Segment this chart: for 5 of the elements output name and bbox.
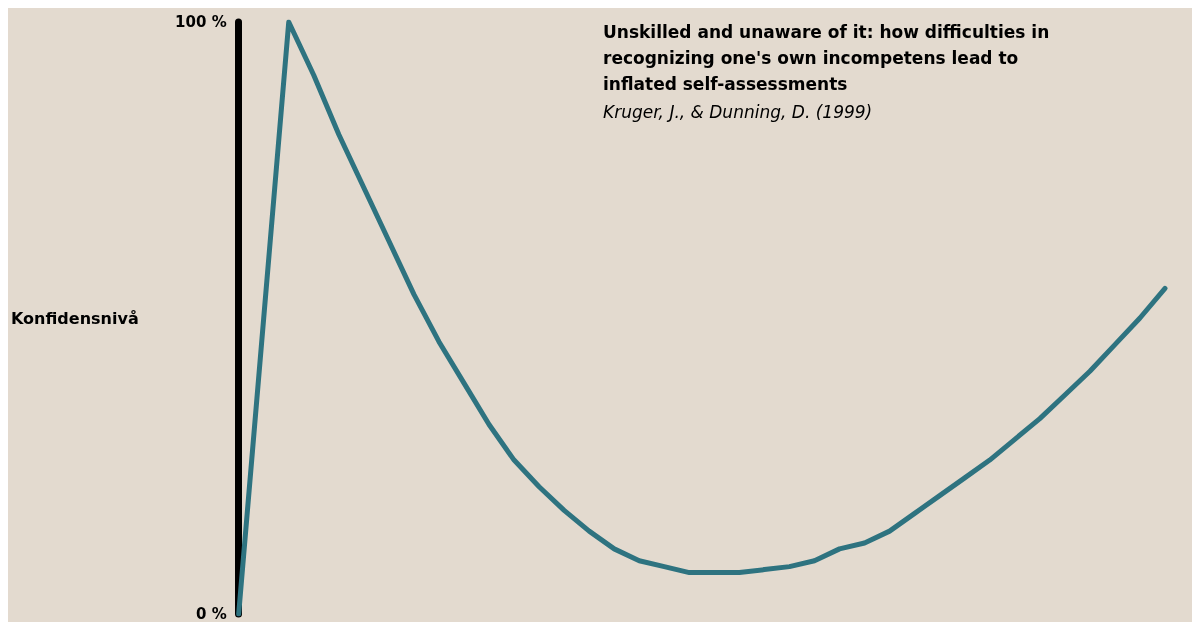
- y-tick-label: 0 %: [195, 605, 227, 623]
- y-axis-title: Konfidensnivå: [10, 308, 139, 328]
- text: Kruger, J., & Dunning, D. (1999): [603, 101, 873, 122]
- text: Unskilled and unaware of it: how difficulties in recognizing one's own incompetens lead to inflated self-assessments: [603, 22, 1056, 94]
- y-tick-label: 100 %: [175, 13, 227, 31]
